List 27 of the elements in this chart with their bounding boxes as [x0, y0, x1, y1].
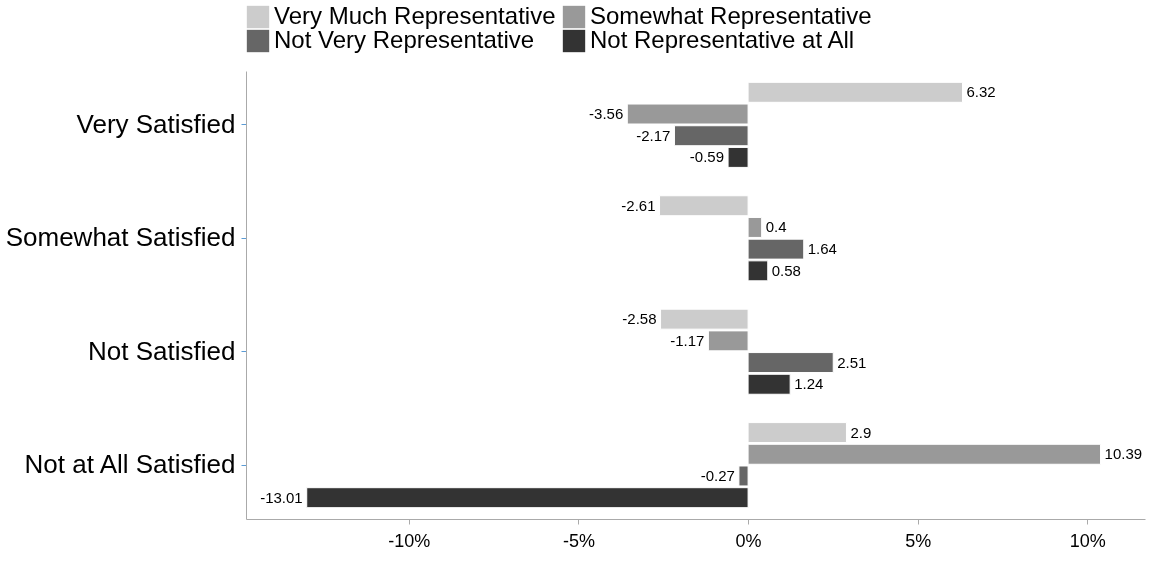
data-label: 10.39 [1104, 445, 1143, 463]
x-tick-label: 5% [905, 530, 932, 551]
data-label: 1.64 [807, 240, 837, 258]
data-label: -0.59 [689, 148, 725, 166]
data-label: -2.17 [636, 126, 671, 144]
data-label: 2.9 [850, 423, 872, 441]
data-label: -2.58 [622, 310, 657, 328]
legend-label: Very Much Representative [274, 2, 556, 29]
data-label: 2.51 [837, 353, 867, 371]
data-label: -1.17 [670, 331, 705, 349]
data-label: -3.56 [589, 105, 624, 123]
data-label: -13.01 [260, 488, 303, 506]
x-tick-label: 0% [735, 530, 762, 551]
data-label: 0.58 [771, 261, 801, 279]
data-label: -0.27 [700, 466, 735, 484]
x-tick-label: 10% [1069, 530, 1106, 551]
data-label: 1.24 [794, 375, 824, 393]
y-tick-label: Not Satisfied [88, 335, 236, 366]
x-tick-label: -10% [388, 530, 431, 551]
data-label: -2.61 [621, 196, 656, 214]
data-label: 6.32 [966, 83, 996, 101]
legend-label: Somewhat Representative [590, 2, 872, 29]
x-tick-label: -5% [562, 530, 595, 551]
y-tick-label: Very Satisfied [76, 108, 236, 139]
y-tick-label: Not at All Satisfied [24, 449, 236, 480]
y-tick-label: Somewhat Satisfied [5, 222, 236, 253]
data-label: 0.4 [765, 218, 787, 236]
